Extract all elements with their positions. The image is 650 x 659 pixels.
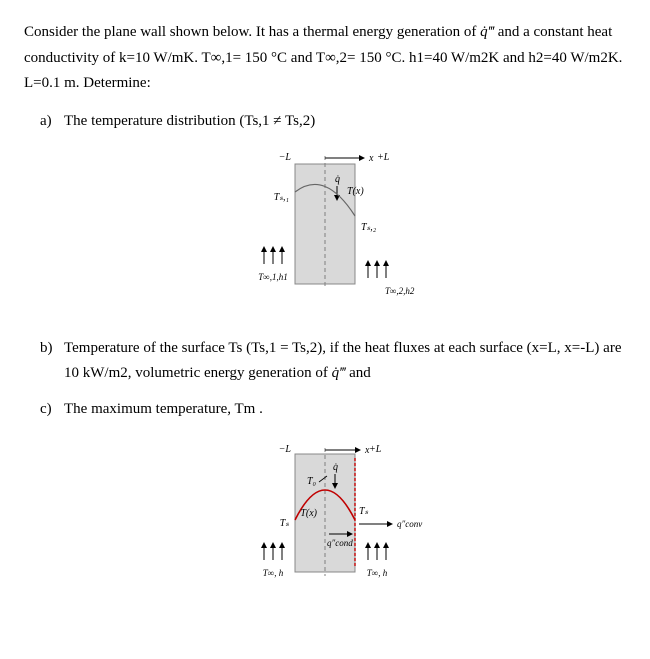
intro-line3: L=0.1 m. Determine: bbox=[24, 75, 151, 91]
svg-text:q̇: q̇ bbox=[333, 462, 338, 473]
svg-text:x: x bbox=[368, 153, 374, 164]
svg-text:−L: −L bbox=[279, 152, 292, 163]
part-a-marker: a) bbox=[40, 109, 64, 135]
svg-text:Tₛ,₁: Tₛ,₁ bbox=[274, 192, 289, 203]
svg-text:T₀: T₀ bbox=[307, 476, 317, 487]
part-b: b) Temperature of the surface Ts (Ts,1 =… bbox=[40, 336, 626, 387]
svg-text:Tₛ: Tₛ bbox=[280, 518, 290, 529]
svg-text:q̇: q̇ bbox=[335, 174, 340, 185]
intro-line1-suffix: and a constant bbox=[494, 24, 584, 40]
svg-text:T∞, h: T∞, h bbox=[367, 568, 388, 578]
part-b-body: Temperature of the surface Ts (Ts,1 = Ts… bbox=[64, 336, 626, 387]
part-a-text: The temperature distribution (Ts,1 ≠ Ts,… bbox=[64, 109, 626, 135]
problem-intro: Consider the plane wall shown below. It … bbox=[24, 20, 626, 97]
figure-1-svg: x −L +L q̇ T(x) Tₛ,₁ Tₛ,₂ T∞,1,h1 T∞,2,h2 bbox=[195, 144, 455, 314]
part-b-suffix: and bbox=[345, 365, 370, 381]
svg-text:T(x): T(x) bbox=[347, 186, 364, 197]
figure-2: x−L+Lq̇T₀T(x)TₛTₛq″condq″convT∞, hT∞, h bbox=[24, 432, 626, 612]
part-c: c) The maximum temperature, Tm . bbox=[40, 397, 626, 423]
svg-text:+L: +L bbox=[377, 152, 390, 163]
part-c-text: The maximum temperature, Tm . bbox=[64, 397, 626, 423]
svg-text:T∞, h: T∞, h bbox=[263, 568, 284, 578]
svg-text:T∞,1,h1: T∞,1,h1 bbox=[258, 272, 287, 282]
intro-line1-prefix: Consider the plane wall shown below. It … bbox=[24, 24, 480, 40]
svg-text:T∞,2,h2: T∞,2,h2 bbox=[385, 286, 415, 296]
figure-2-svg: x−L+Lq̇T₀T(x)TₛTₛq″condq″convT∞, hT∞, h bbox=[185, 432, 465, 602]
svg-text:T(x): T(x) bbox=[300, 508, 317, 519]
svg-text:q″cond: q″cond bbox=[327, 538, 353, 548]
part-c-marker: c) bbox=[40, 397, 64, 423]
intro-qdot: q̇‴ bbox=[480, 24, 494, 40]
svg-text:q″conv: q″conv bbox=[397, 519, 422, 529]
part-b-qdot: q̇‴ bbox=[332, 365, 346, 381]
svg-text:Tₛ,₂: Tₛ,₂ bbox=[361, 222, 377, 233]
figure-1: x −L +L q̇ T(x) Tₛ,₁ Tₛ,₂ T∞,1,h1 T∞,2,h2 bbox=[24, 144, 626, 324]
part-b-marker: b) bbox=[40, 336, 64, 387]
svg-text:Tₛ: Tₛ bbox=[359, 506, 369, 517]
svg-text:−L: −L bbox=[279, 444, 292, 455]
svg-text:+L: +L bbox=[369, 444, 382, 455]
part-a: a) The temperature distribution (Ts,1 ≠ … bbox=[40, 109, 626, 135]
